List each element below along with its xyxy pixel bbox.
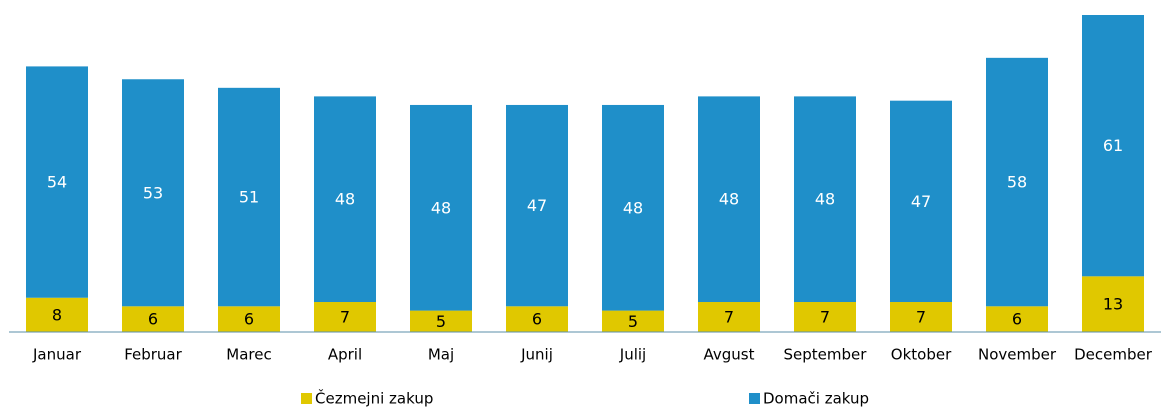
data-label: 6	[532, 310, 542, 329]
bar-segment	[890, 302, 952, 332]
data-label: 8	[52, 305, 62, 324]
bar-segment	[506, 306, 568, 332]
data-label: 48	[623, 198, 643, 217]
bar-segment	[794, 96, 856, 303]
data-label: 48	[719, 190, 739, 209]
bar-segment	[218, 306, 280, 332]
bar-segment	[1082, 15, 1144, 277]
bar-segment	[602, 104, 664, 311]
x-tick-label: Avgust	[704, 346, 755, 364]
x-tick-label: April	[328, 346, 362, 364]
data-label: 7	[916, 308, 926, 327]
legend-label: Čezmejni zakup	[315, 389, 433, 408]
data-label: 61	[1103, 136, 1123, 155]
data-label: 13	[1103, 295, 1123, 314]
bar-segment	[410, 310, 472, 332]
x-tick-label: Januar	[32, 346, 82, 364]
legend-swatch	[301, 393, 312, 404]
data-label: 48	[335, 190, 355, 209]
data-label: 53	[143, 183, 163, 202]
data-label: 47	[911, 192, 931, 211]
x-tick-label: Oktober	[891, 346, 952, 364]
bar-segment	[602, 310, 664, 332]
x-tick-label: Junij	[520, 346, 553, 364]
bar-segment	[890, 100, 952, 303]
bar-segment	[410, 104, 472, 311]
data-label: 6	[148, 310, 158, 329]
bar-segment	[698, 96, 760, 303]
bar-segment	[218, 87, 280, 307]
x-tick-label: Julij	[619, 346, 646, 364]
x-tick-label: September	[784, 346, 868, 364]
bar-segment	[26, 297, 88, 332]
data-label: 5	[628, 312, 638, 331]
x-tick-label: December	[1074, 346, 1153, 364]
legend-swatch	[749, 393, 760, 404]
data-label: 7	[724, 308, 734, 327]
bar-segment	[1082, 276, 1144, 332]
data-label: 51	[239, 188, 259, 207]
data-label: 58	[1007, 173, 1027, 192]
x-tick-label: November	[978, 346, 1057, 364]
data-label: 48	[815, 190, 835, 209]
bar-segment	[314, 96, 376, 303]
x-tick-label: Maj	[428, 346, 454, 364]
bar-segment	[314, 302, 376, 332]
legend-label: Domači zakup	[763, 390, 869, 408]
bar-segment	[986, 306, 1048, 332]
data-label: 7	[340, 308, 350, 327]
data-label: 7	[820, 308, 830, 327]
bar-segment	[122, 79, 184, 307]
x-tick-label: Februar	[124, 346, 182, 364]
bar-segment	[506, 104, 568, 307]
bar-segment	[794, 302, 856, 332]
x-tick-label: Marec	[226, 346, 271, 364]
data-label: 47	[527, 196, 547, 215]
bar-segment	[122, 306, 184, 332]
bar-segment	[26, 66, 88, 298]
data-label: 54	[47, 173, 67, 192]
bar-segment	[986, 57, 1048, 307]
data-label: 6	[244, 310, 254, 329]
data-label: 48	[431, 198, 451, 217]
data-label: 5	[436, 312, 446, 331]
data-label: 6	[1012, 310, 1022, 329]
bar-segment	[698, 302, 760, 332]
